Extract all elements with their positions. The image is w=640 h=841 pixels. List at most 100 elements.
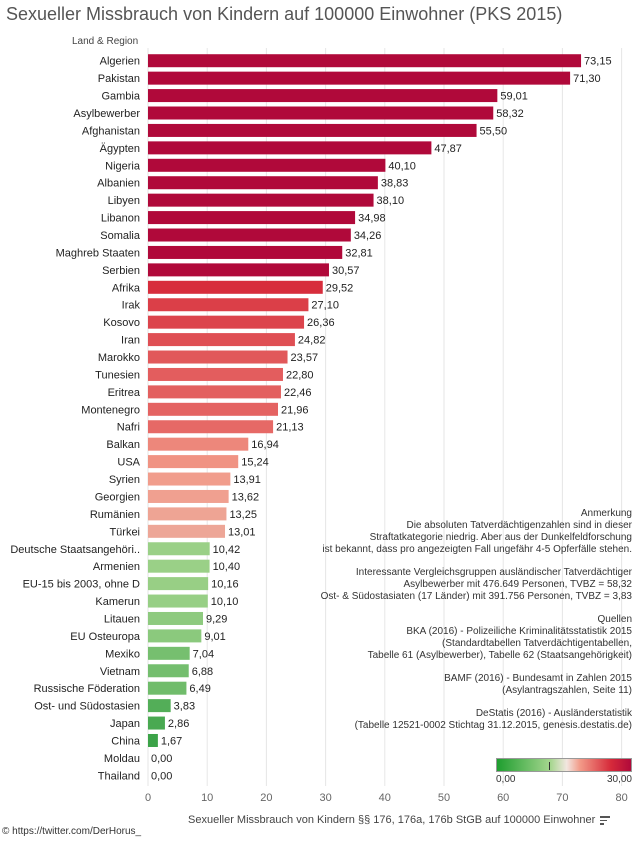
- category-label: Balkan: [106, 439, 140, 451]
- value-label: 21,13: [276, 422, 304, 434]
- bar[interactable]: [148, 280, 323, 294]
- value-label: 2,86: [168, 718, 189, 730]
- bar[interactable]: [148, 402, 279, 416]
- bar[interactable]: [148, 455, 239, 469]
- value-label: 24,82: [298, 335, 326, 347]
- value-label: 0,00: [151, 753, 172, 765]
- bar[interactable]: [148, 542, 210, 556]
- note-line: Asylbewerber mit 476.649 Personen, TVBZ …: [403, 579, 632, 590]
- category-label: Rumänien: [90, 509, 140, 521]
- value-label: 38,10: [377, 195, 405, 207]
- sort-icon[interactable]: [600, 816, 610, 825]
- legend-gradient[interactable]: [496, 758, 632, 772]
- bar[interactable]: [148, 176, 378, 190]
- bar[interactable]: [148, 420, 274, 434]
- value-label: 34,98: [358, 213, 386, 225]
- bar[interactable]: [148, 594, 208, 608]
- category-label: Deutsche Staatsangehöri..: [10, 544, 140, 556]
- bar[interactable]: [148, 507, 227, 521]
- bar[interactable]: [148, 716, 165, 730]
- bar[interactable]: [148, 385, 281, 399]
- bar[interactable]: [148, 263, 329, 277]
- bar[interactable]: [148, 367, 283, 381]
- x-axis-label: Sexueller Missbrauch von Kindern §§ 176,…: [188, 814, 596, 826]
- bar[interactable]: [148, 141, 432, 155]
- x-tick-label: 60: [497, 792, 509, 804]
- bar[interactable]: [148, 437, 249, 451]
- category-label: Türkei: [109, 526, 140, 538]
- category-label: Pakistan: [98, 73, 140, 85]
- bar[interactable]: [148, 699, 171, 713]
- note-quellen-title: Quellen: [597, 614, 632, 625]
- note-line: (Tabelle 12521-0002 Stichtag 31.12.2015,…: [354, 720, 632, 731]
- bar[interactable]: [148, 333, 295, 347]
- x-tick-label: 30: [319, 792, 331, 804]
- bar[interactable]: [148, 733, 158, 747]
- bar[interactable]: [148, 315, 305, 329]
- bar[interactable]: [148, 54, 582, 68]
- x-tick-label: 10: [201, 792, 213, 804]
- bar[interactable]: [148, 577, 209, 591]
- bar[interactable]: [148, 681, 187, 695]
- category-label: Litauen: [104, 613, 140, 625]
- x-tick-label: 70: [556, 792, 568, 804]
- value-label: 10,16: [211, 579, 239, 591]
- bar[interactable]: [148, 228, 351, 242]
- category-label: Afrika: [112, 282, 141, 294]
- note-line: Interessante Vergleichsgruppen ausländis…: [355, 567, 632, 578]
- value-label: 13,01: [228, 526, 256, 538]
- legend-max-label: 30,00: [606, 774, 632, 785]
- bar[interactable]: [148, 89, 498, 103]
- value-label: 1,67: [161, 735, 182, 747]
- value-label: 10,40: [213, 561, 241, 573]
- value-label: 13,25: [229, 509, 257, 521]
- value-label: 3,83: [174, 701, 195, 713]
- category-label: Algerien: [100, 56, 140, 68]
- bar[interactable]: [148, 664, 189, 678]
- note-line: (Asylantragszahlen, Seite 11): [502, 685, 632, 696]
- x-tick-label: 40: [379, 792, 391, 804]
- category-label: Gambia: [101, 91, 140, 103]
- note-line: Straftatkategorie niedrig. Aber aus der …: [369, 532, 632, 543]
- bar[interactable]: [148, 106, 494, 120]
- bar[interactable]: [148, 524, 226, 538]
- value-label: 6,88: [192, 666, 213, 678]
- category-label: Georgien: [95, 491, 140, 503]
- value-label: 73,15: [584, 56, 612, 68]
- notes-panel: Anmerkung Die absoluten Tatverdächtigenz…: [292, 508, 632, 732]
- region-axis-header: Land & Region: [72, 36, 139, 47]
- category-label: Nafri: [117, 422, 140, 434]
- x-tick-label: 0: [145, 792, 151, 804]
- note-line: Ost- & Südostasiaten (17 Länder) mit 391…: [320, 591, 632, 602]
- bar[interactable]: [148, 646, 190, 660]
- category-label: Serbien: [102, 265, 140, 277]
- bar[interactable]: [148, 559, 210, 573]
- legend-min-label: 0,00: [496, 774, 516, 785]
- bar[interactable]: [148, 193, 374, 207]
- note-line: DeStatis (2016) - Ausländerstatistik: [475, 708, 632, 719]
- chart-title: Sexueller Missbrauch von Kindern auf 100…: [6, 4, 563, 24]
- value-label: 13,62: [232, 491, 260, 503]
- bar[interactable]: [148, 611, 203, 625]
- bar[interactable]: [148, 71, 571, 85]
- x-tick-label: 50: [438, 792, 450, 804]
- bar[interactable]: [148, 211, 356, 225]
- note-line: (Standardtabellen Tatverdächtigentabelle…: [442, 638, 632, 649]
- color-legend[interactable]: 0,00 30,00: [496, 758, 632, 785]
- category-label: EU Osteuropa: [70, 631, 141, 643]
- category-label: Vietnam: [100, 666, 140, 678]
- bar[interactable]: [148, 629, 202, 643]
- source-credit: © https://twitter.com/DerHorus_: [2, 826, 142, 837]
- bar[interactable]: [148, 245, 343, 259]
- note-line: Die absoluten Tatverdächtigenzahlen sind…: [406, 520, 632, 531]
- bar[interactable]: [148, 489, 229, 503]
- category-label: Russische Föderation: [34, 683, 140, 695]
- bar[interactable]: [148, 350, 288, 364]
- bar[interactable]: [148, 298, 309, 312]
- bar[interactable]: [148, 123, 477, 137]
- bar[interactable]: [148, 472, 231, 486]
- category-label: Afghanistan: [82, 125, 140, 137]
- category-label: Asylbewerber: [73, 108, 140, 120]
- bar[interactable]: [148, 158, 386, 172]
- value-label: 7,04: [193, 648, 214, 660]
